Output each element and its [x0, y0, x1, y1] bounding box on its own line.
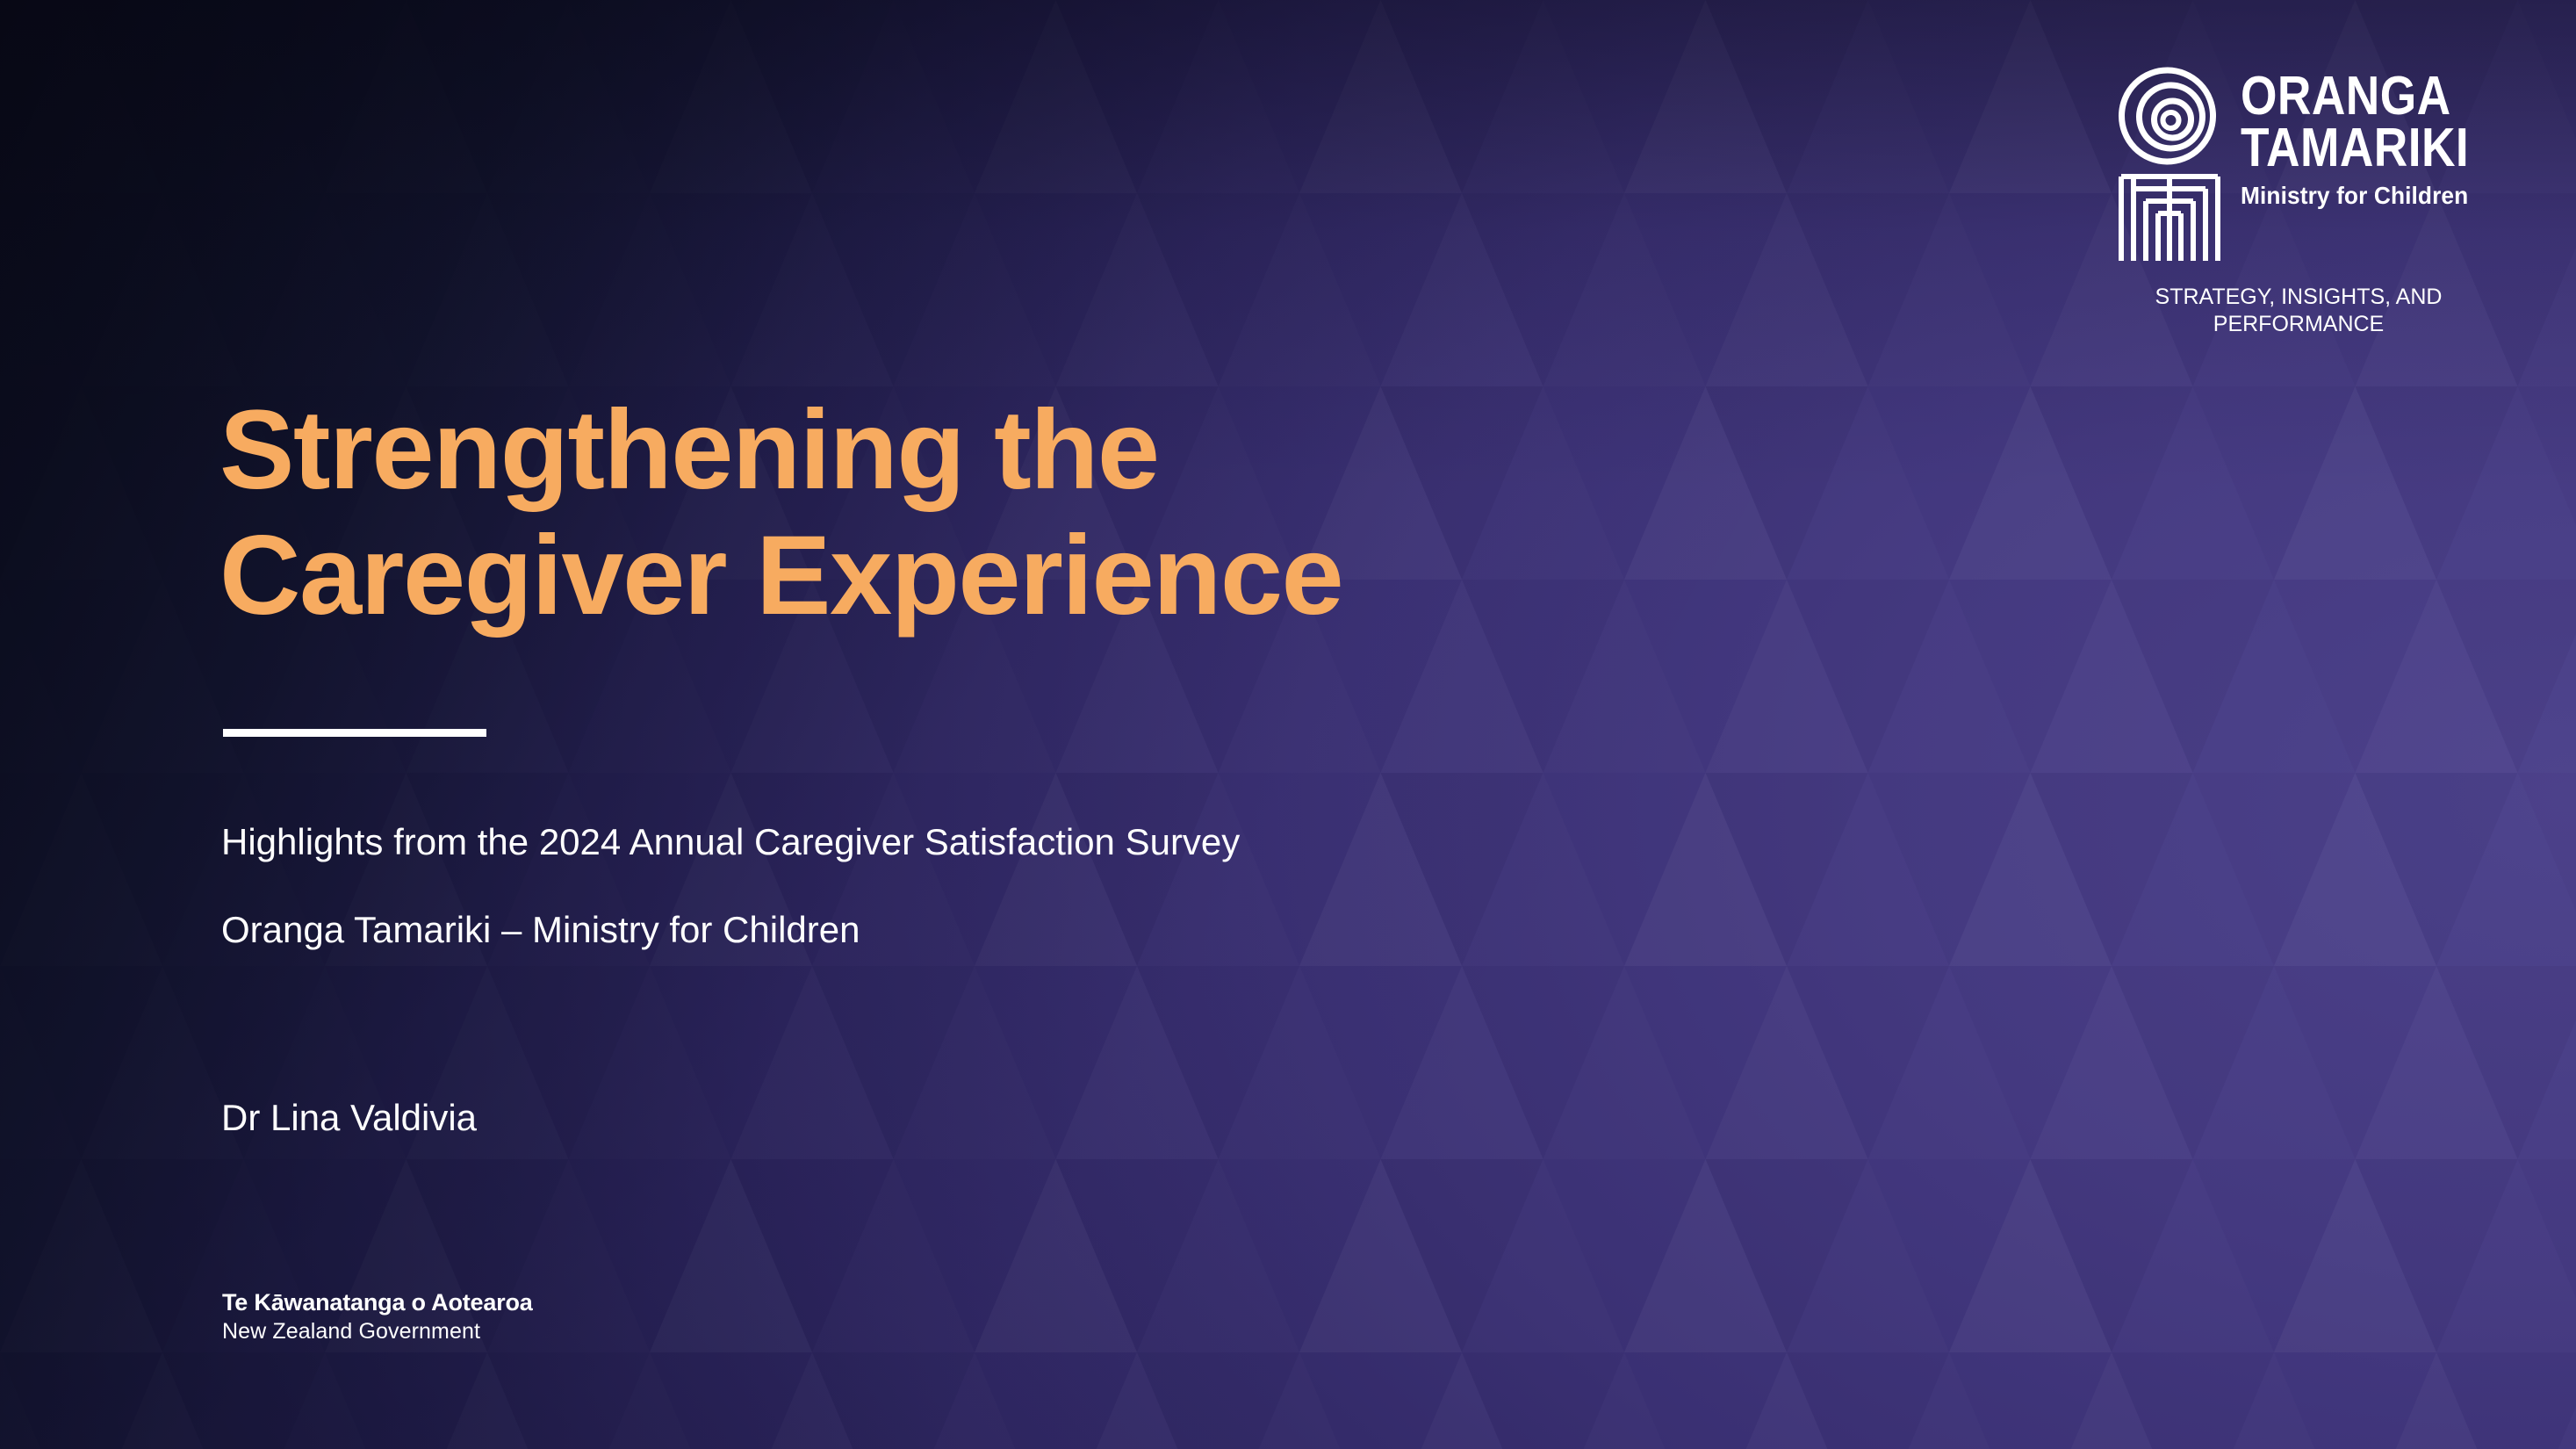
page-title: Strengthening the Caregiver Experience	[219, 386, 1344, 639]
oranga-tamariki-wordmark: ORANGA TAMARIKI Ministry for Children	[2241, 66, 2506, 208]
nz-government-te-reo-label: Te Kāwanatanga o Aotearoa	[222, 1289, 533, 1316]
division-label: STRATEGY, INSIGHTS, AND PERFORMANCE	[2155, 285, 2443, 337]
logo-tagline: Ministry for Children	[2241, 182, 2469, 210]
oranga-tamariki-logo: ORANGA TAMARIKI Ministry for Children ST…	[2118, 66, 2486, 339]
logo-word-oranga: ORANGA	[2241, 66, 2451, 126]
nz-government-english-label: New Zealand Government	[222, 1319, 481, 1344]
logo-word-tamariki: TAMARIKI	[2241, 118, 2470, 179]
koru-spiral-icon	[2118, 66, 2221, 261]
subtitle-block: Highlights from the 2024 Annual Caregive…	[221, 824, 1714, 948]
presenter-name: Dr Lina Valdivia	[221, 1097, 478, 1138]
subtitle-survey-line: Highlights from the 2024 Annual Caregive…	[221, 821, 1241, 862]
oranga-tamariki-lockup: ORANGA TAMARIKI Ministry for Children	[2118, 66, 2486, 261]
title-divider-rule	[223, 729, 486, 737]
nz-government-logo: Te Kāwanatanga o Aotearoa New Zealand Go…	[222, 1289, 533, 1344]
subtitle-organisation-line: Oranga Tamariki – Ministry for Children	[221, 909, 860, 950]
